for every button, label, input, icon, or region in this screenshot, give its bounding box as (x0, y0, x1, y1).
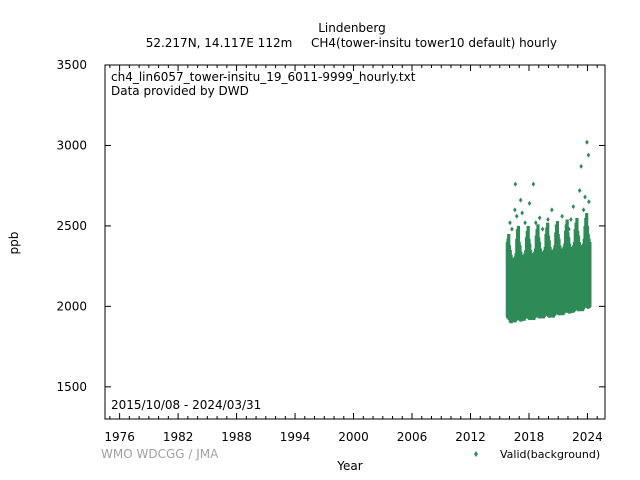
data-point (571, 204, 576, 210)
plot-area (104, 64, 606, 420)
chart-title-parameter: CH4(tower-insitu tower10 default) hourly (311, 36, 557, 50)
x-tick-label: 1988 (221, 430, 252, 444)
data-point (527, 200, 532, 206)
data-point (537, 215, 542, 221)
data-point (531, 181, 536, 187)
x-tick-label: 2024 (572, 430, 603, 444)
x-tick-label: 2018 (514, 430, 545, 444)
data-point (546, 216, 550, 222)
chart-title-location: 52.217N, 14.117E 112m (146, 36, 293, 50)
data-series (505, 139, 592, 324)
data-point (587, 199, 591, 205)
data-point (513, 207, 517, 213)
y-tick-label: 2500 (56, 219, 87, 233)
data-point (508, 220, 512, 226)
data-point (550, 207, 554, 213)
y-tick-label: 1500 (56, 380, 87, 394)
legend-label: Valid(background) (500, 448, 600, 461)
data-point (585, 139, 589, 145)
data-point (523, 220, 527, 226)
chart-title-station: Lindenberg (318, 21, 386, 35)
file-name-note: ch4_lin6057_tower-insitu_19_6011-9999_ho… (111, 70, 416, 84)
x-tick-label: 2000 (338, 430, 369, 444)
data-provider-note: Data provided by DWD (111, 84, 249, 98)
legend-marker-icon (474, 451, 478, 457)
data-point (514, 213, 519, 219)
x-axis-label: Year (336, 459, 362, 473)
data-point (560, 213, 564, 219)
data-point (513, 181, 518, 187)
data-point (579, 163, 583, 169)
x-tick-label: 2012 (455, 430, 486, 444)
data-point (565, 220, 569, 226)
x-tick-label: 1994 (280, 430, 311, 444)
data-point-band (588, 242, 592, 308)
data-point (574, 223, 579, 229)
data-point (567, 226, 571, 232)
y-axis-label: ppb (7, 232, 21, 255)
data-point (533, 220, 538, 226)
wmo-credit: WMO WDCGG / JMA (101, 447, 219, 461)
data-point (583, 194, 587, 200)
data-point (510, 226, 514, 232)
y-axis: 1500 2000 2500 3000 3500 (56, 58, 605, 394)
data-point (520, 210, 524, 216)
data-point (518, 197, 523, 203)
x-tick-label: 1976 (104, 430, 135, 444)
y-tick-label: 3000 (56, 138, 87, 152)
data-point (577, 188, 582, 194)
x-tick-label: 2006 (397, 430, 428, 444)
legend: Valid(background) (474, 448, 600, 461)
x-axis: 1976 1982 1988 1994 2000 2006 2012 2018 2024 (104, 65, 603, 444)
data-point (586, 152, 591, 158)
data-point (554, 223, 559, 229)
x-tick-label: 1982 (163, 430, 194, 444)
y-tick-label: 2000 (56, 299, 87, 313)
data-point (569, 216, 573, 222)
y-tick-label: 3500 (56, 58, 87, 72)
data-period-note: 2015/10/08 - 2024/03/31 (111, 398, 261, 412)
data-point (581, 207, 586, 213)
data-point (540, 226, 545, 232)
